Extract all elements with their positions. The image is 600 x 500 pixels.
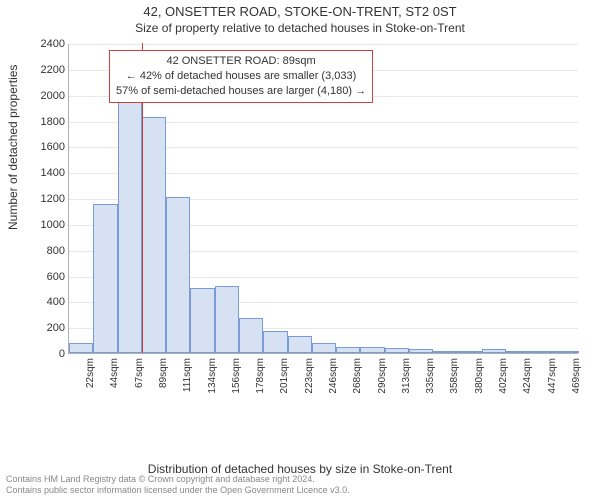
x-tick-label: 89sqm — [158, 358, 169, 388]
y-tick-label: 1000 — [27, 219, 65, 231]
histogram-bar — [360, 347, 384, 353]
y-axis-label: Number of detached properties — [6, 65, 20, 230]
y-tick-label: 600 — [27, 271, 65, 283]
x-tick-label: 178sqm — [255, 358, 266, 394]
x-tick-label: 313sqm — [401, 358, 412, 394]
histogram-bar — [336, 347, 360, 353]
y-tick-label: 0 — [27, 348, 65, 360]
histogram-bar — [385, 348, 409, 353]
histogram-bar — [555, 351, 579, 353]
footer-line1: Contains HM Land Registry data © Crown c… — [6, 474, 594, 485]
x-tick-label: 469sqm — [571, 358, 582, 394]
histogram-bar — [312, 343, 336, 353]
annotation-line: 57% of semi-detached houses are larger (… — [116, 84, 366, 99]
histogram-bar — [93, 204, 117, 353]
x-tick-label: 111sqm — [182, 358, 193, 392]
x-tick-label: 134sqm — [207, 358, 218, 394]
y-tick-label: 1200 — [27, 193, 65, 205]
x-tick-label: 290sqm — [377, 358, 388, 394]
y-tick-label: 1400 — [27, 167, 65, 179]
x-tick-label: 358sqm — [449, 358, 460, 394]
histogram-bar — [118, 100, 142, 353]
histogram-bar — [506, 351, 530, 353]
x-tick-label: 424sqm — [522, 358, 533, 394]
x-tick-label: 201sqm — [279, 358, 290, 394]
y-tick-label: 2400 — [27, 38, 65, 50]
chart-area: 0200400600800100012001400160018002000220… — [68, 44, 578, 404]
y-tick-label: 400 — [27, 296, 65, 308]
x-tick-label: 335sqm — [425, 358, 436, 394]
x-tick-label: 447sqm — [547, 358, 558, 394]
x-tick-label: 223sqm — [304, 358, 315, 394]
histogram-bar — [263, 331, 287, 353]
histogram-bar — [166, 197, 190, 353]
y-tick-label: 200 — [27, 322, 65, 334]
histogram-bar — [190, 288, 214, 353]
x-tick-label: 402sqm — [498, 358, 509, 394]
histogram-bar — [482, 349, 506, 353]
x-tick-label: 380sqm — [474, 358, 485, 394]
histogram-bar — [215, 286, 239, 353]
x-tick-label: 67sqm — [134, 358, 145, 388]
histogram-bar — [239, 318, 263, 353]
histogram-bar — [409, 349, 433, 353]
y-tick-label: 2000 — [27, 90, 65, 102]
histogram-bar — [433, 351, 457, 353]
histogram-bar — [530, 351, 554, 353]
x-tick-label: 246sqm — [328, 358, 339, 394]
plot-region: 0200400600800100012001400160018002000220… — [68, 44, 578, 354]
y-tick-label: 1600 — [27, 141, 65, 153]
histogram-bar — [458, 351, 482, 353]
chart-title-address: 42, ONSETTER ROAD, STOKE-ON-TRENT, ST2 0… — [0, 0, 600, 19]
footer-line2: Contains public sector information licen… — [6, 485, 594, 496]
chart-subtitle: Size of property relative to detached ho… — [0, 19, 600, 35]
footer-attribution: Contains HM Land Registry data © Crown c… — [0, 472, 600, 498]
x-tick-label: 156sqm — [231, 358, 242, 394]
histogram-bar — [69, 343, 93, 353]
annotation-line: ← 42% of detached houses are smaller (3,… — [116, 69, 366, 84]
x-tick-label: 22sqm — [85, 358, 96, 388]
y-tick-label: 1800 — [27, 116, 65, 128]
annotation-box: 42 ONSETTER ROAD: 89sqm← 42% of detached… — [109, 50, 373, 103]
y-tick-label: 800 — [27, 245, 65, 257]
gridline — [69, 44, 578, 45]
x-tick-label: 268sqm — [352, 358, 363, 394]
y-tick-label: 2200 — [27, 64, 65, 76]
histogram-bar — [288, 336, 312, 353]
histogram-bar — [142, 117, 166, 353]
annotation-line: 42 ONSETTER ROAD: 89sqm — [116, 54, 366, 69]
x-tick-label: 44sqm — [109, 358, 120, 388]
